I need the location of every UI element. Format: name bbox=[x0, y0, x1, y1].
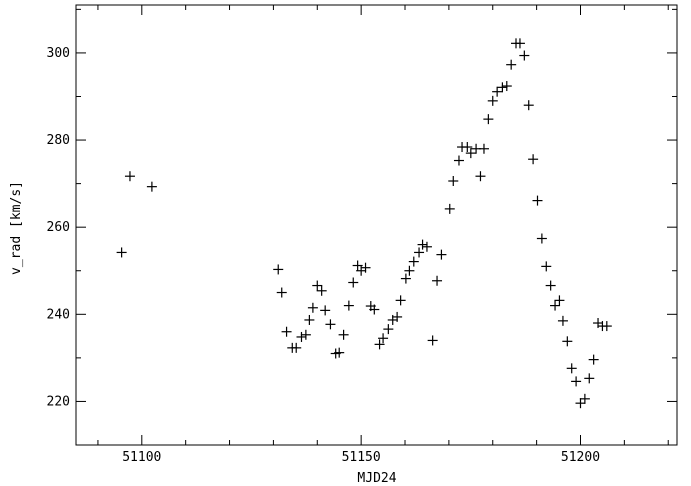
data-point bbox=[338, 329, 349, 340]
data-point bbox=[601, 321, 612, 332]
data-point bbox=[291, 342, 302, 353]
x-axis-label: MJD24 bbox=[357, 471, 396, 486]
data-point bbox=[427, 335, 438, 346]
data-point bbox=[557, 315, 568, 326]
data-point bbox=[444, 203, 455, 214]
data-point bbox=[378, 333, 389, 344]
data-point bbox=[408, 256, 419, 267]
data-point bbox=[300, 329, 311, 340]
data-point bbox=[514, 38, 525, 49]
plot-frame bbox=[75, 4, 678, 446]
data-point bbox=[348, 277, 359, 288]
data-point bbox=[588, 354, 599, 365]
data-point bbox=[453, 155, 464, 166]
data-point bbox=[475, 171, 486, 182]
data-point bbox=[146, 181, 157, 192]
y-tick-label: 280 bbox=[47, 133, 70, 148]
data-point bbox=[414, 247, 425, 258]
data-point bbox=[369, 304, 380, 315]
data-point bbox=[487, 95, 498, 106]
data-point bbox=[562, 336, 573, 347]
x-tick-label: 51200 bbox=[561, 450, 600, 465]
data-point bbox=[523, 100, 534, 111]
data-point bbox=[395, 295, 406, 306]
data-point bbox=[392, 311, 403, 322]
data-point bbox=[532, 195, 543, 206]
data-point bbox=[400, 273, 411, 284]
data-point bbox=[462, 142, 473, 153]
data-point bbox=[360, 262, 371, 273]
data-point bbox=[304, 314, 315, 325]
data-point bbox=[432, 275, 443, 286]
data-point bbox=[465, 148, 476, 159]
y-axis-label: v_rad [km/s] bbox=[9, 181, 24, 275]
data-point bbox=[273, 264, 284, 275]
data-point bbox=[501, 81, 512, 92]
data-point bbox=[571, 376, 582, 387]
data-point bbox=[519, 50, 530, 61]
data-point bbox=[575, 398, 586, 409]
data-point bbox=[566, 363, 577, 374]
data-point bbox=[550, 300, 561, 311]
data-point bbox=[584, 373, 595, 384]
data-point bbox=[296, 331, 307, 342]
data-point bbox=[334, 347, 345, 358]
data-point bbox=[325, 319, 336, 330]
y-tick-label: 260 bbox=[47, 220, 70, 235]
y-axis: 220 240 260 280 300 bbox=[47, 8, 677, 446]
data-point bbox=[554, 295, 565, 306]
y-tick-label: 300 bbox=[47, 46, 70, 61]
x-axis: 51100 51150 51200 bbox=[97, 5, 669, 465]
data-point bbox=[436, 249, 447, 260]
data-point bbox=[536, 233, 547, 244]
data-point bbox=[374, 339, 385, 350]
data-point bbox=[417, 239, 428, 250]
data-point bbox=[404, 265, 415, 276]
data-point bbox=[281, 326, 292, 337]
data-point bbox=[316, 285, 327, 296]
data-point bbox=[478, 143, 489, 154]
data-point bbox=[307, 302, 318, 313]
data-point bbox=[448, 176, 459, 186]
data-point bbox=[116, 247, 127, 258]
data-point bbox=[124, 171, 135, 182]
data-point bbox=[545, 280, 556, 291]
data-point bbox=[320, 305, 331, 316]
data-point bbox=[579, 393, 590, 404]
data-point bbox=[492, 86, 503, 97]
data-point bbox=[528, 154, 539, 165]
data-point bbox=[506, 59, 517, 70]
x-tick-label: 51150 bbox=[342, 450, 381, 465]
y-tick-label: 240 bbox=[47, 307, 70, 322]
data-point bbox=[276, 287, 287, 298]
data-point bbox=[312, 280, 323, 291]
data-point bbox=[497, 82, 508, 93]
data-point bbox=[421, 241, 432, 252]
data-point bbox=[343, 300, 354, 311]
data-point bbox=[352, 260, 363, 271]
x-tick-label: 51100 bbox=[122, 450, 161, 465]
data-points bbox=[116, 38, 612, 409]
y-tick-label: 220 bbox=[47, 394, 70, 409]
data-point bbox=[541, 261, 552, 272]
data-point bbox=[383, 324, 394, 335]
data-point bbox=[483, 114, 494, 125]
